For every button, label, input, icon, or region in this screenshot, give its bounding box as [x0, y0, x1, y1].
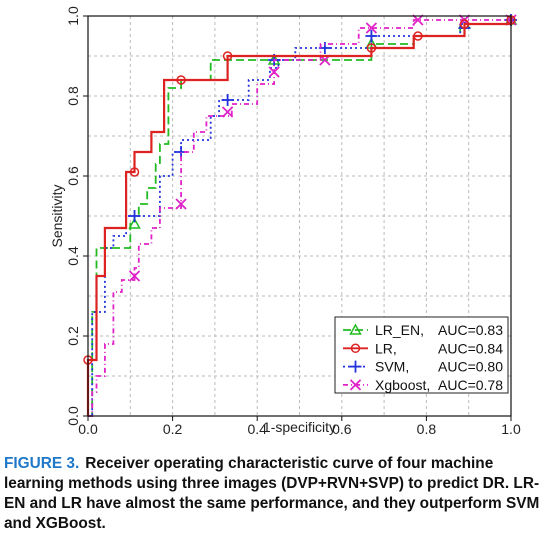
marker-cross-b — [268, 66, 280, 78]
marker-cross-b — [175, 198, 187, 210]
y-axis-title: Sensitivity — [49, 184, 65, 247]
series-line-xgboost — [88, 16, 512, 417]
legend-marker-lren — [349, 323, 362, 335]
series-marker-xgboost — [221, 106, 234, 118]
series-marker-svm — [221, 94, 234, 106]
axis-ticks: 0.0 0.2 0.4 0.6 0.8 1.0 0.0 0.2 0.4 0.6 0.8 1.0 — [65, 6, 521, 437]
series-marker-xgboost — [268, 66, 280, 78]
legend-entry-xgboost: Xgboost, AUC=0.78 — [343, 377, 503, 393]
legend-auc-xgboost: AUC=0.78 — [438, 377, 503, 393]
marker-cross-b — [349, 379, 362, 391]
series-marker-xgboost — [175, 198, 187, 210]
marker-circle — [222, 51, 233, 61]
series-marker-lr — [222, 51, 233, 61]
legend-box — [334, 316, 509, 394]
x-tick-label: 0.8 — [417, 421, 437, 437]
legend-auc-lr: AUC=0.84 — [438, 340, 503, 356]
series-marker-svm — [128, 210, 141, 222]
figure-label: FIGURE 3. — [4, 455, 80, 472]
series-marker-lr — [366, 43, 377, 53]
series-xgboost — [88, 14, 517, 417]
series-marker-lr — [413, 31, 423, 41]
marker-cross-b — [128, 270, 141, 282]
legend-marker-svm — [349, 360, 362, 373]
y-tick-label: 0.4 — [65, 246, 81, 266]
legend-marker-xgboost — [349, 379, 362, 391]
roc-chart: 0.0 0.2 0.4 0.6 0.8 1.0 0.0 0.2 0.4 0.6 0.8 1.0 1-s… — [49, 6, 521, 437]
x-tick-label: 1.0 — [501, 421, 521, 437]
series-marker-xgboost — [365, 22, 378, 34]
legend-label-lren: LR_EN, — [375, 322, 424, 338]
marker-triangle — [349, 323, 362, 335]
series-marker-lr — [459, 19, 470, 29]
legend-auc-svm: AUC=0.80 — [438, 359, 503, 375]
legend-entry-lren: LR_EN, AUC=0.83 — [343, 322, 503, 338]
series-marker-lr — [176, 75, 186, 85]
legend-entry-svm: SVM, AUC=0.80 — [343, 359, 503, 375]
y-tick-label: 0.0 — [65, 406, 81, 426]
marker-cross-b — [221, 106, 234, 118]
y-tick-label: 0.2 — [65, 326, 81, 346]
marker-circle — [176, 75, 186, 85]
legend: LR_EN, AUC=0.83 LR, AUC=0.84 SVM, AUC=0.80 Xgb… — [334, 316, 509, 394]
legend-marker-lr — [350, 343, 361, 354]
marker-circle — [413, 31, 423, 41]
series-marker-svm — [365, 30, 378, 42]
legend-auc-lren: AUC=0.83 — [438, 322, 503, 338]
y-tick-label: 1.0 — [65, 6, 81, 26]
legend-label-svm: SVM, — [375, 359, 409, 375]
legend-entry-lr: LR, AUC=0.84 — [343, 340, 503, 356]
legend-label-lr: LR, — [375, 340, 397, 356]
y-tick-label: 0.8 — [65, 86, 81, 106]
x-tick-label: 0.6 — [332, 421, 352, 437]
figure-caption: FIGURE 3. Receiver operating characterist… — [4, 454, 554, 534]
series-marker-xgboost — [412, 14, 424, 26]
legend-label-xgboost: Xgboost, — [375, 377, 430, 393]
x-tick-label: 0.0 — [78, 421, 98, 437]
series-layer — [83, 13, 518, 417]
series-marker-xgboost — [128, 270, 141, 282]
x-tick-label: 0.2 — [163, 421, 183, 437]
series-marker-lren — [128, 217, 141, 229]
y-tick-label: 0.6 — [65, 166, 81, 186]
series-marker-lr — [129, 167, 140, 177]
marker-cross-b — [365, 22, 378, 34]
marker-triangle — [128, 217, 141, 229]
marker-cross-b — [412, 14, 424, 26]
marker-circle — [350, 343, 361, 354]
series-line-svm — [88, 16, 512, 417]
marker-circle — [129, 167, 140, 177]
x-tick-label: 0.4 — [247, 421, 267, 437]
marker-circle — [366, 43, 377, 53]
x-axis-title: 1-specificity — [263, 419, 336, 435]
caption-text: Receiver operating characteristic curve … — [4, 455, 540, 532]
plot-frame — [87, 15, 512, 417]
marker-circle — [459, 19, 470, 29]
